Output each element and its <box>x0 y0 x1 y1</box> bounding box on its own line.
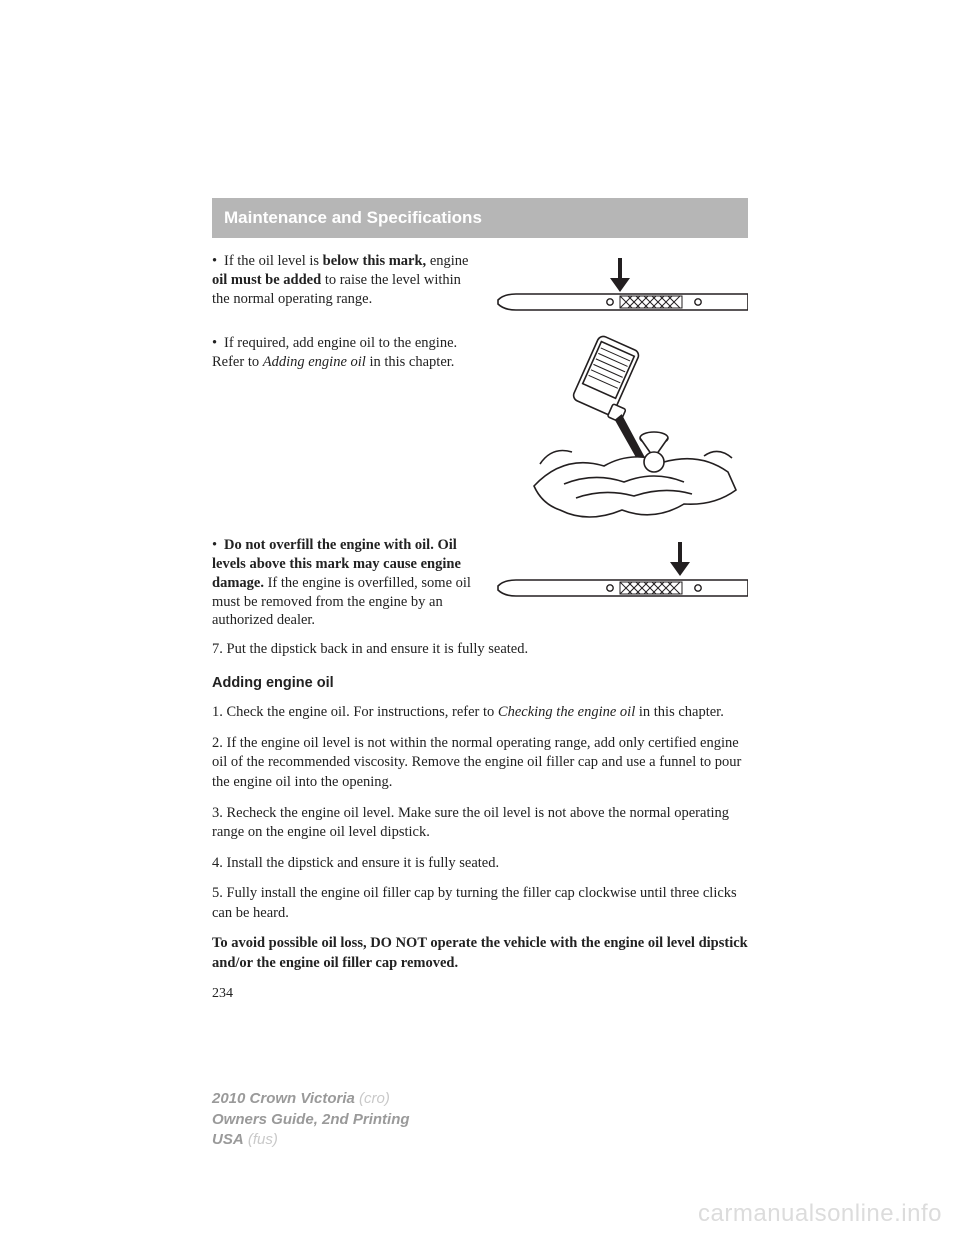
figure-dipstick-high <box>492 536 748 610</box>
b1-bold1: below this mark, <box>323 253 427 269</box>
figure-adding-oil <box>474 334 748 530</box>
footer-line3a: USA <box>212 1131 244 1148</box>
step-5: 5. Fully install the engine oil filler c… <box>212 884 748 923</box>
b2-ital: Adding engine oil <box>263 354 366 370</box>
footer-line2: Owners Guide, 2nd Printing <box>212 1110 410 1130</box>
bullet-2: •If required, add engine oil to the engi… <box>212 334 474 372</box>
step-1: 1. Check the engine oil. For instruction… <box>212 703 748 723</box>
b1-bold2: oil must be added <box>212 272 321 288</box>
page-number: 234 <box>212 985 748 1004</box>
footer-modelcode: (cro) <box>359 1090 390 1107</box>
figure-dipstick-low <box>474 252 748 324</box>
step-4: 4. Install the dipstick and ensure it is… <box>212 854 748 874</box>
step-2: 2. If the engine oil level is not within… <box>212 734 748 793</box>
section-header: Maintenance and Specifications <box>212 198 748 238</box>
step-3: 3. Recheck the engine oil level. Make su… <box>212 804 748 843</box>
footer-model: 2010 Crown Victoria <box>212 1090 355 1107</box>
footer: 2010 Crown Victoria (cro) Owners Guide, … <box>212 1089 410 1150</box>
b2-post: in this chapter. <box>366 354 455 370</box>
warning-text: To avoid possible oil loss, DO NOT opera… <box>212 934 748 973</box>
step-7: 7. Put the dipstick back in and ensure i… <box>212 640 748 660</box>
bullet-3: •Do not overfill the engine with oil. Oi… <box>212 536 492 630</box>
bullet-1: •If the oil level is below this mark, en… <box>212 252 474 309</box>
subheading-adding-oil: Adding engine oil <box>212 674 748 694</box>
b1-pre: If the oil level is <box>224 253 323 269</box>
b1-mid: engine <box>426 253 468 269</box>
watermark: carmanualsonline.info <box>698 1200 942 1228</box>
footer-line3b: (fus) <box>248 1131 278 1148</box>
